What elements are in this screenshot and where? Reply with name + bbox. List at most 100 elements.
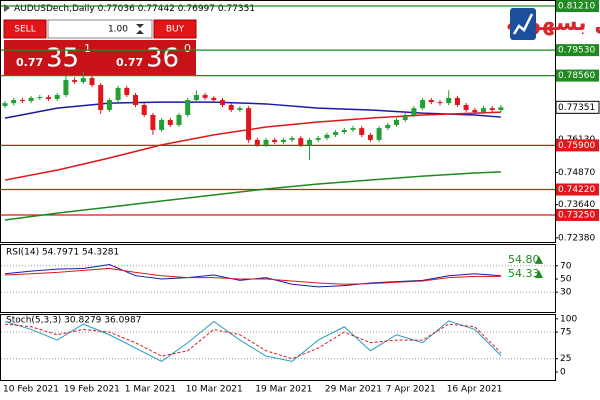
level-box — [556, 0, 599, 13]
candle-body — [211, 97, 217, 101]
logo-icon — [510, 8, 536, 40]
sell-button[interactable] — [3, 19, 47, 39]
x-tick-label: 19 Feb 2021 — [64, 385, 120, 395]
indicator-marker — [535, 270, 543, 279]
indicator-line — [4, 323, 502, 360]
header: AUDUSDech,Daily 0.77036 0.77442 0.76997 … — [14, 4, 255, 14]
candle-body — [454, 97, 460, 105]
candle-body — [254, 139, 260, 145]
candle-body — [124, 87, 130, 96]
candle-body — [341, 129, 347, 133]
candle-body — [324, 134, 330, 139]
level-label: 0.75900 — [558, 141, 595, 151]
candle-body — [437, 102, 443, 104]
candle-body — [489, 108, 495, 110]
level-label: 0.73250 — [558, 210, 595, 220]
candle-body — [89, 77, 95, 86]
indicator-title: RSI(14) 54.7971 54.3281 — [6, 248, 119, 258]
candle-body — [37, 97, 43, 99]
level-box — [556, 208, 599, 221]
candle-body — [220, 100, 225, 105]
level-box — [556, 139, 599, 152]
candle-body — [202, 95, 208, 98]
candle-body — [46, 97, 51, 99]
candle-body — [315, 138, 321, 140]
candle-body — [98, 85, 104, 110]
stoch-panel — [0, 314, 556, 381]
bid-prefix: 0.77 — [16, 56, 43, 69]
logo: التداول بسهولة — [506, 8, 600, 40]
y-tick-label: 100 — [560, 314, 577, 324]
bid-box[interactable] — [4, 40, 100, 76]
candle-body — [167, 119, 173, 125]
indicator-title: Stoch(5,3,3) 30.8279 36.0987 — [6, 316, 141, 326]
y-tick-label: 0.74870 — [558, 168, 595, 178]
candle-body — [237, 108, 243, 110]
ask-box[interactable] — [100, 40, 196, 76]
candle-body — [106, 100, 112, 110]
candle-body — [498, 107, 504, 110]
lots: 1.00 — [108, 25, 128, 35]
y-tick-label: 30 — [560, 288, 572, 298]
candle-body — [246, 108, 252, 140]
main-panel — [0, 0, 556, 243]
candle-body — [307, 139, 312, 145]
candle-body — [2, 103, 8, 107]
candle-body — [428, 100, 434, 103]
candle-body — [159, 119, 165, 130]
candle-body — [394, 119, 399, 125]
candle-body — [359, 128, 365, 135]
candle-body — [446, 97, 452, 104]
candle-body — [63, 80, 69, 96]
candle-body — [333, 132, 339, 135]
candle-body — [411, 108, 417, 115]
candle-body — [385, 124, 391, 129]
candle-body — [472, 109, 478, 113]
x-tick-label: 7 Apr 2021 — [386, 385, 436, 395]
candle-body — [376, 128, 382, 140]
header-close: 0.77351 — [218, 4, 255, 14]
candle-body — [28, 97, 34, 102]
candle-body — [272, 139, 278, 142]
indicator-value-label: 54.80 — [508, 253, 540, 266]
candle-body — [402, 114, 408, 120]
candle-body — [115, 87, 121, 101]
buy-button[interactable] — [153, 19, 197, 39]
sell-label: SELL — [14, 25, 35, 35]
y-tick-label: 25 — [560, 354, 571, 364]
candle-body — [193, 95, 199, 101]
indicator-marker — [535, 255, 543, 264]
ask-prefix: 0.77 — [116, 56, 143, 69]
candle-body — [141, 104, 147, 115]
x-tick-label: 29 Mar 2021 — [325, 385, 382, 395]
moving-average — [4, 111, 501, 181]
bid-small: 1 — [84, 42, 91, 55]
lots-box[interactable] — [47, 19, 153, 39]
x-tick-label: 19 Mar 2021 — [255, 385, 312, 395]
indicator-line — [4, 267, 501, 285]
level-box — [556, 44, 599, 57]
candle-body — [367, 134, 373, 140]
candle-body — [350, 128, 356, 130]
header-low: 0.76997 — [178, 4, 215, 14]
y-tick-label: 0 — [560, 368, 566, 378]
lots-spinner[interactable] — [136, 24, 144, 34]
candle-body — [289, 138, 295, 140]
x-tick-label: 10 Feb 2021 — [3, 385, 59, 395]
x-tick-label: 10 Mar 2021 — [186, 385, 243, 395]
level-label: 0.81210 — [558, 2, 595, 12]
candle-body — [185, 100, 191, 115]
y-tick-label: 0.72380 — [558, 233, 595, 243]
x-tick-label: 16 Apr 2021 — [447, 385, 503, 395]
candle-body — [298, 138, 304, 145]
x-tick-label: 1 Mar 2021 — [125, 385, 176, 395]
current-price-box — [555, 100, 600, 114]
y-tick-label: 0.73640 — [558, 200, 595, 210]
candle-body — [176, 114, 182, 125]
bid-big: 35 — [46, 44, 79, 74]
trade-panel: SELL 1.00 BUY 0.77 35 1 0.77 36 0 — [3, 19, 197, 76]
candle-body — [133, 95, 138, 105]
candle-body — [54, 95, 60, 99]
candle-body — [150, 114, 156, 130]
